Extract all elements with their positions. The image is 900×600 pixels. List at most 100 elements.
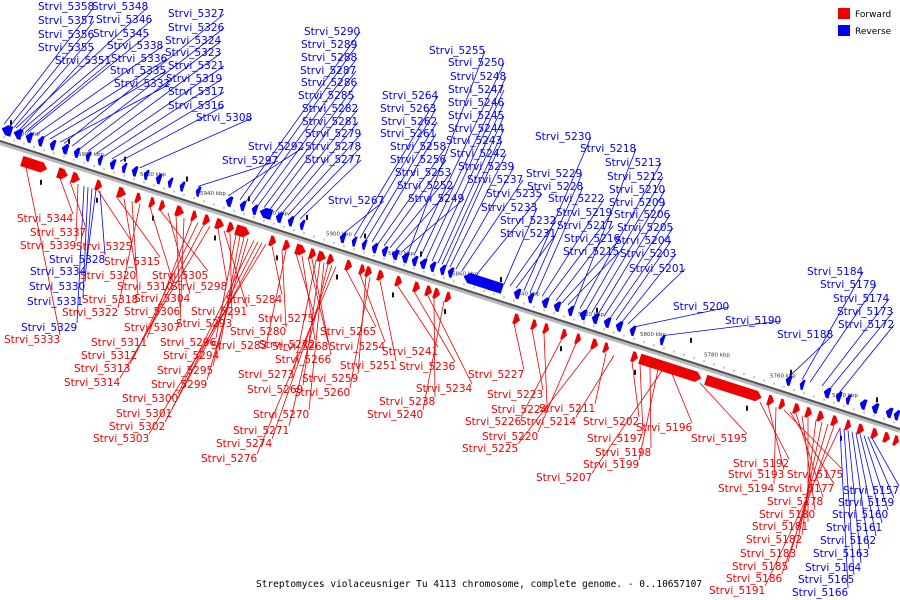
gene-label: Strvi_5175 <box>787 469 843 481</box>
reverse-gene-arrow <box>109 159 117 170</box>
label-leader <box>781 425 835 575</box>
label-leader <box>227 146 305 197</box>
legend-forward-label: Forward <box>855 10 891 20</box>
gene-arrow-shape <box>361 239 368 251</box>
reverse-gene-arrow <box>799 379 806 391</box>
forward-gene-arrow <box>766 394 775 406</box>
kbp-tick-label: 5960 kbp <box>140 172 166 178</box>
gene-label: Strvi_5266 <box>275 354 332 366</box>
label-leader <box>594 352 607 405</box>
gene-label: Strvi_5302 <box>109 421 165 433</box>
gene-arrow-shape <box>37 136 45 147</box>
gene-label: Strvi_5307 <box>124 322 180 334</box>
reverse-gene-arrow <box>823 387 832 399</box>
label-leader <box>19 47 95 130</box>
gene-arrow-shape <box>381 246 389 257</box>
label-leader <box>164 242 263 423</box>
gene-arrow-shape <box>859 399 868 411</box>
label-leader <box>795 413 824 498</box>
label-leader <box>863 435 889 511</box>
gene-label: Strvi_5276 <box>201 453 258 465</box>
track-mark <box>420 251 422 257</box>
gene-label: Strvi_5214 <box>520 416 577 428</box>
label-leader <box>82 187 89 298</box>
kbp-tick-label: 5920 kbp <box>262 211 288 217</box>
gene-arrow-shape <box>823 387 832 399</box>
label-leader <box>547 212 613 299</box>
gene-label: Strvi_5188 <box>777 329 833 341</box>
forward-gene-arrow <box>856 423 865 435</box>
reverse-gene-arrow <box>439 264 447 276</box>
gene-label: Strvi_5215 <box>563 246 619 258</box>
gene-arrow-shape <box>527 292 535 304</box>
gene-arrow-shape <box>567 305 575 317</box>
label-leader <box>343 200 385 234</box>
label-leader <box>266 250 287 342</box>
track-mark <box>690 337 692 343</box>
label-leader <box>263 82 358 208</box>
gene-label: Strvi_5301 <box>116 408 172 420</box>
label-leader <box>541 198 605 297</box>
gene-arrow-shape <box>893 409 900 421</box>
label-leader <box>115 195 161 258</box>
gene-label: Strvi_5241 <box>382 346 438 358</box>
gene-arrow-shape <box>778 398 786 410</box>
gene-label: Strvi_5184 <box>807 266 864 278</box>
forward-gene-arrow <box>234 224 250 238</box>
gene-label: Strvi_5207 <box>536 472 592 484</box>
label-leader <box>663 320 782 336</box>
forward-gene-arrow <box>376 269 385 281</box>
forward-gene-arrow <box>70 171 80 184</box>
label-leader <box>829 311 894 389</box>
forward-gene-arrow <box>638 353 702 382</box>
label-leader <box>87 52 222 152</box>
gene-arrow-shape <box>339 232 347 244</box>
gene-label: Strvi_5250 <box>448 57 504 69</box>
gene-label: Strvi_5204 <box>615 235 672 247</box>
scale-ticks: 6000 kbp 5980 kbp 5960 kbp 5940 kbp 5920 kbp… <box>3 131 895 424</box>
label-leader <box>871 437 900 487</box>
label-leader <box>35 45 164 135</box>
label-leader <box>119 225 211 379</box>
gene-label: Strvi_5206 <box>614 209 671 221</box>
forward-gene-arrow <box>174 205 184 217</box>
reverse-gene-arrow <box>97 155 104 166</box>
reverse-gene-arrow <box>275 212 284 224</box>
reverse-gene-arrow <box>591 313 600 325</box>
gene-arrow-shape <box>70 171 80 184</box>
label-leader <box>271 245 283 296</box>
gene-label: Strvi_5181 <box>752 521 808 533</box>
gene-arrow-shape <box>13 128 24 140</box>
label-leader <box>15 6 149 129</box>
gene-arrow-shape <box>371 242 379 254</box>
gene-label: Strvi_5239 <box>458 161 514 173</box>
reverse-gene-arrow <box>239 200 247 212</box>
gene-label: Strvi_5254 <box>329 341 386 353</box>
track-mark <box>364 233 366 239</box>
gene-label: Strvi_5295 <box>157 365 213 377</box>
label-leader <box>517 348 593 445</box>
label-leader <box>9 20 95 127</box>
label-leader <box>223 230 248 308</box>
label-leader <box>357 276 367 375</box>
gene-label: Strvi_5297 <box>222 155 278 167</box>
label-leader <box>427 295 473 385</box>
gene-arrow-shape <box>512 313 521 325</box>
track-mark <box>10 120 12 126</box>
gene-label: Strvi_5348 <box>92 1 148 13</box>
gene-arrow-shape <box>234 224 250 238</box>
track-mark <box>336 274 338 280</box>
label-leader <box>503 207 538 285</box>
label-leader <box>475 193 543 276</box>
gene-arrow-shape <box>560 328 568 340</box>
label-leader <box>573 148 637 307</box>
legend-reverse-label: Reverse <box>855 27 892 37</box>
gene-label: Strvi_5294 <box>163 350 220 362</box>
gene-arrow-shape <box>766 394 775 406</box>
forward-gene-arrow <box>602 342 610 353</box>
gene-label: Strvi_5173 <box>837 306 893 318</box>
label-leader <box>293 146 362 218</box>
forward-gene-arrow <box>892 435 900 446</box>
reverse-gene-arrow <box>287 216 295 227</box>
reverse-gene-arrow <box>859 399 868 411</box>
